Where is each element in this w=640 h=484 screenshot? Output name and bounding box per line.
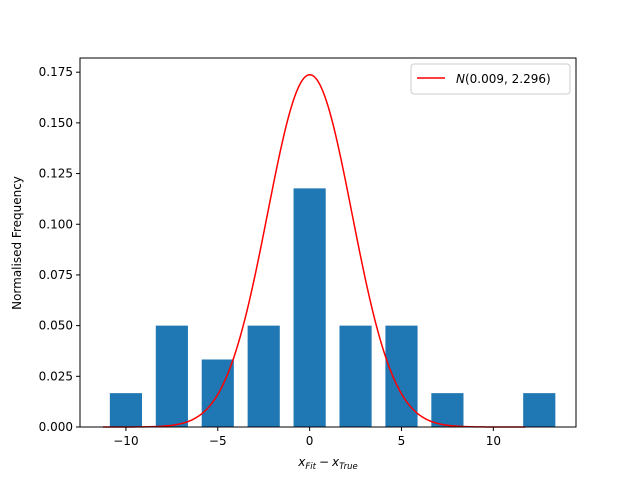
y-tick-label: 0.000 <box>39 420 73 434</box>
histogram-bar-9 <box>523 393 556 427</box>
y-tick-label: 0.050 <box>39 319 73 333</box>
x-tick-label: −10 <box>113 434 138 448</box>
y-tick-label: 0.150 <box>39 116 73 130</box>
histogram-bar-0 <box>109 393 142 427</box>
x-axis-label-sub-true: True <box>339 462 358 472</box>
y-tick-label: 0.025 <box>39 369 73 383</box>
normal-fit-curve <box>102 73 526 428</box>
y-axis-label: Normalised Frequency <box>10 176 24 310</box>
legend: N(0.009, 2.296) <box>410 63 571 95</box>
y-tick-label: 0.175 <box>39 65 73 79</box>
bars-layer <box>109 188 556 427</box>
x-axis-label-main-2: x <box>331 455 340 469</box>
x-tick-label: 5 <box>398 434 406 448</box>
x-axis: −10 −5 0 5 10 <box>113 427 501 448</box>
histogram-bar-6 <box>385 325 418 427</box>
curve-layer <box>102 73 526 428</box>
histogram-bar-5 <box>339 325 372 427</box>
x-tick-label: 0 <box>306 434 314 448</box>
x-axis-label-main: x <box>297 455 306 469</box>
y-tick-label: 0.100 <box>39 217 73 231</box>
legend-box <box>410 63 571 95</box>
legend-label: N(0.009, 2.296) <box>456 72 551 86</box>
y-axis: 0.000 0.025 0.050 0.075 0.100 0.125 0.150 0.175 <box>39 65 80 434</box>
histogram-bar-7 <box>431 393 464 427</box>
histogram-bar-3 <box>247 325 280 427</box>
histogram-bar-4 <box>293 188 326 427</box>
legend-label-params: (0.009, 2.296) <box>465 72 551 86</box>
x-tick-label: 10 <box>486 434 501 448</box>
x-axis-label-minus: − <box>319 455 329 469</box>
histogram-bar-1 <box>155 325 188 427</box>
x-axis-label-sub-fit: Fit <box>305 462 316 472</box>
x-tick-label: −5 <box>209 434 227 448</box>
y-tick-label: 0.125 <box>39 167 73 181</box>
legend-label-main: N <box>456 72 465 86</box>
y-tick-label: 0.075 <box>39 268 73 282</box>
plot-frame <box>79 57 577 428</box>
x-axis-label: xFit − xTrue <box>297 455 358 472</box>
